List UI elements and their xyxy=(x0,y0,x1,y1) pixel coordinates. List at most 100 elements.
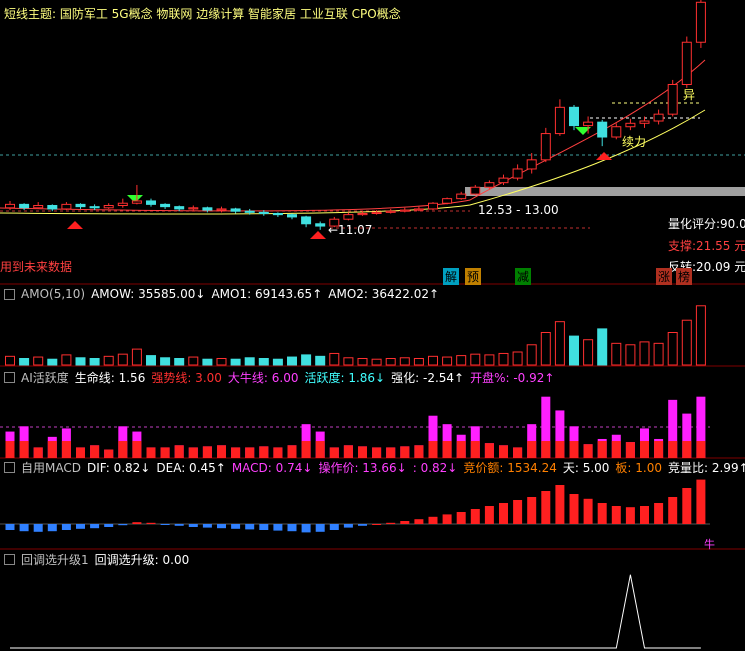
indicator-label: 天: 5.00 xyxy=(562,461,610,475)
macd-bar xyxy=(104,524,114,527)
indicator-label: AMOW: 35585.00↓ xyxy=(91,287,206,301)
macd-bar xyxy=(329,524,339,530)
macd-bar xyxy=(287,524,297,532)
indicator-label: : 0.82↓ xyxy=(412,460,458,475)
macd-bar xyxy=(640,506,649,524)
activity-base xyxy=(76,447,85,458)
macd-bar xyxy=(583,498,593,524)
candle-body xyxy=(216,208,227,211)
candle-body xyxy=(442,198,453,204)
volume-bar xyxy=(19,358,30,366)
macd-bar xyxy=(696,479,706,524)
candle-body xyxy=(160,203,171,208)
activity-base xyxy=(90,445,100,458)
badge: 减 xyxy=(515,268,532,285)
indicator-label: 竞价额: 1534.24 xyxy=(463,461,557,475)
ai-header: AI活跃度 生命线: 1.56 强势线: 3.00 大牛线: 6.00 活跃度: 1.8… xyxy=(4,369,554,386)
indicator-label: MACD: 0.74↓ xyxy=(231,460,313,475)
activity-base xyxy=(682,441,692,458)
activity-base xyxy=(118,441,128,458)
panel-icon[interactable] xyxy=(4,554,15,565)
candle-body xyxy=(611,126,622,138)
candle-body xyxy=(399,209,410,212)
candle-body xyxy=(569,106,579,127)
macd-bar xyxy=(202,524,212,528)
activity-base xyxy=(527,441,537,458)
activity-base xyxy=(61,441,71,458)
macd-bar xyxy=(386,522,396,524)
activity-base xyxy=(386,447,396,458)
badge: 预 xyxy=(465,268,482,285)
macd-bar xyxy=(470,509,480,524)
macd-bar xyxy=(682,488,692,524)
volume-bar xyxy=(569,335,579,366)
macd-bar xyxy=(33,524,43,532)
candle-body xyxy=(597,121,608,138)
macd-bar xyxy=(315,524,325,532)
indicator-label: AI活跃度 xyxy=(21,371,69,385)
panel-icon[interactable] xyxy=(4,288,15,300)
candle-body xyxy=(61,203,72,210)
activity-base xyxy=(414,445,424,458)
macd-bar xyxy=(5,524,15,530)
theme-header: 短线主题: 国防军工 5G概念 物联网 边缘计算 智能家居 工业互联 CPO概念 xyxy=(4,7,401,21)
activity-base xyxy=(33,447,43,458)
candle-body xyxy=(315,223,326,227)
candle-body xyxy=(230,208,241,212)
volume-bar xyxy=(399,357,410,366)
macd-bar xyxy=(273,524,283,531)
candle-body xyxy=(554,106,565,135)
activity-bar xyxy=(696,396,706,458)
macd-bar xyxy=(76,524,85,529)
panel-icon[interactable] xyxy=(4,462,15,473)
candle-body xyxy=(287,214,297,218)
candle-body xyxy=(470,186,481,195)
macd-bar xyxy=(428,516,438,524)
volume-bar xyxy=(301,354,312,366)
indicator-label: 强化: -2.54↑ xyxy=(391,371,465,385)
candle-body xyxy=(5,203,15,209)
pick-line xyxy=(10,574,701,649)
volume-bar xyxy=(61,354,72,366)
activity-base xyxy=(273,447,283,458)
activity-base xyxy=(5,441,15,458)
support: 支撑:21.55 元 xyxy=(668,239,745,253)
macd-bar xyxy=(456,512,466,524)
activity-base xyxy=(668,441,678,458)
activity-base xyxy=(611,441,621,458)
candle-body xyxy=(19,203,30,209)
volume-bar xyxy=(413,358,424,366)
candle-body xyxy=(512,168,523,179)
candle-body xyxy=(272,212,283,216)
volume-bar xyxy=(456,355,467,366)
macd-bar xyxy=(442,514,452,524)
volume-bar xyxy=(160,357,171,366)
signal-arrow xyxy=(127,195,143,203)
indicator-label: 自用MACD xyxy=(21,461,81,475)
candle-body xyxy=(583,121,594,127)
volume-bar xyxy=(681,319,692,366)
candle-body xyxy=(188,207,199,210)
panel-icon[interactable] xyxy=(4,372,15,383)
macd-bar xyxy=(611,506,621,524)
candle-body xyxy=(258,211,269,214)
low-label: ←11.07 xyxy=(328,223,373,237)
activity-base xyxy=(188,447,198,458)
candle-body xyxy=(498,177,509,184)
indicator-label: AMO(5,10) xyxy=(21,287,86,301)
amo-header: AMO(5,10) AMOW: 35585.00↓ AMO1: 69143.65↑ A… xyxy=(4,287,439,301)
volume-bar xyxy=(484,354,495,366)
activity-base xyxy=(104,449,114,458)
macd-bar xyxy=(301,524,311,533)
candle-body xyxy=(357,212,368,216)
indicator-label: 板: 1.00 xyxy=(615,461,662,475)
volume-bar xyxy=(554,321,565,366)
macd-bar xyxy=(527,497,537,524)
candle-body xyxy=(526,159,537,170)
volume-bar xyxy=(512,351,523,366)
macd-bar xyxy=(343,524,353,528)
volume-bar xyxy=(33,356,44,366)
activity-base xyxy=(132,441,142,458)
activity-base xyxy=(625,442,635,458)
